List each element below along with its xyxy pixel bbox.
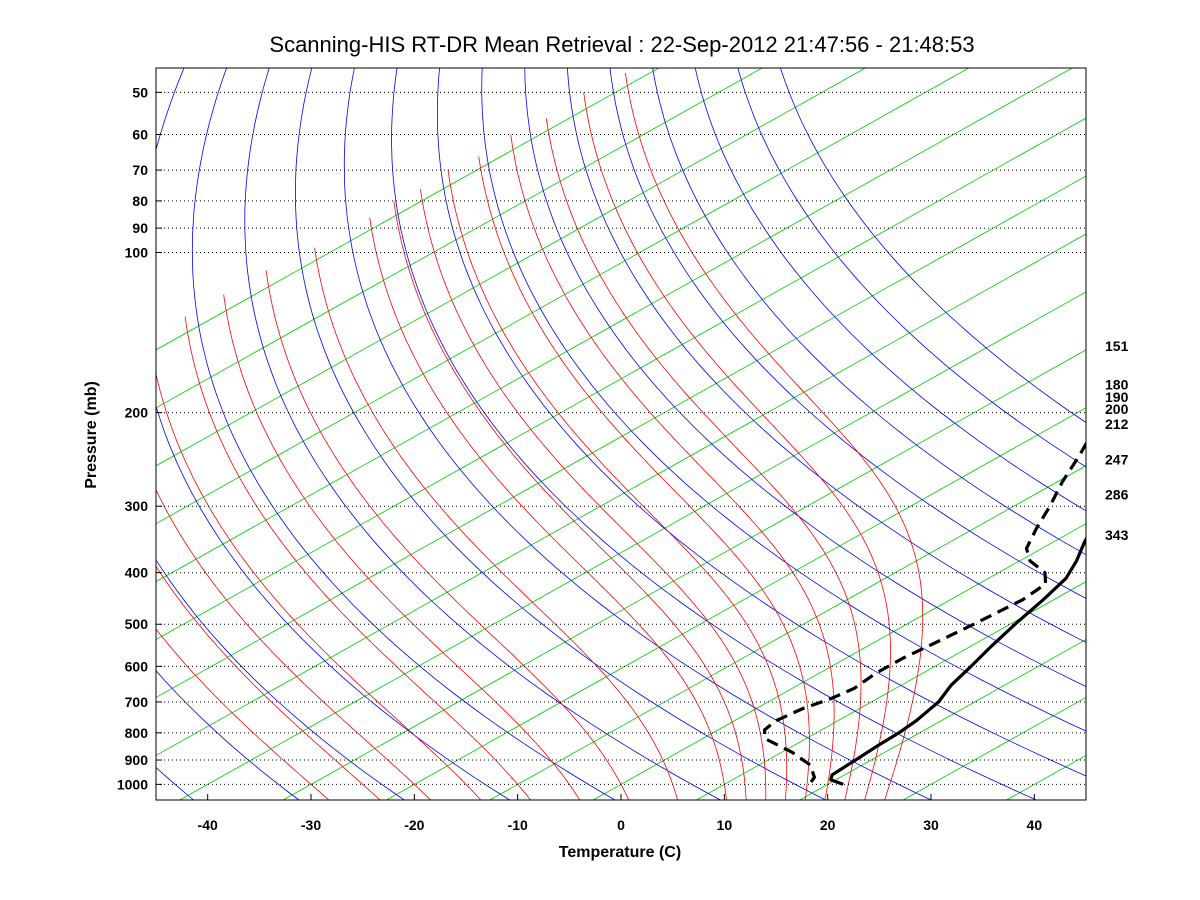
dry-adiabat-line: [694, 68, 1086, 512]
right-annotation-label: 200: [1105, 401, 1129, 417]
x-tick-label: -20: [404, 817, 424, 833]
dry-adiabat-line: [609, 68, 1086, 599]
y-tick-label: 1000: [117, 776, 148, 792]
x-tick-label: -40: [198, 817, 218, 833]
dry-adiabat-line: [156, 670, 300, 800]
x-tick-label: 30: [923, 817, 939, 833]
x-axis-label: Temperature (C): [559, 844, 681, 861]
dry-adiabat-line: [652, 68, 1086, 556]
isotherm-line: [156, 175, 1086, 698]
isotherm-line: [799, 639, 1086, 800]
isotherm-line: [156, 68, 969, 525]
right-annotation-label: 212: [1105, 416, 1129, 432]
moist-adiabat-line: [156, 372, 482, 800]
x-tick-label: -30: [301, 817, 321, 833]
moist-adiabat-line: [478, 156, 810, 800]
dry-adiabat-line: [295, 68, 826, 800]
y-tick-label: 70: [132, 162, 148, 178]
isotherm-line: [156, 117, 1086, 640]
isotherm-line: [156, 68, 866, 467]
dry-adiabat-line: [0, 68, 88, 800]
y-tick-label: 90: [132, 220, 148, 236]
dry-adiabat-line: [780, 68, 1086, 424]
right-annotation-label: 151: [1105, 338, 1129, 354]
x-tick-label: -10: [508, 817, 528, 833]
x-tick-label: 40: [1027, 817, 1043, 833]
dry-adiabat-line: [191, 68, 616, 800]
y-tick-label: 500: [125, 616, 149, 632]
moist-adiabat-line: [420, 189, 767, 800]
dry-adiabat-line: [391, 68, 1037, 800]
profiles: [763, 440, 1086, 786]
isotherm-line: [386, 407, 1086, 800]
moist-adiabat-line: [223, 294, 581, 800]
moist-adiabat-line: [393, 200, 747, 800]
dry-adiabat-line: [481, 68, 1086, 732]
isotherm-line: [156, 68, 763, 409]
y-tick-label: 100: [125, 244, 149, 260]
moist-adiabat-line: [156, 628, 330, 800]
y-tick-label: 50: [132, 84, 148, 100]
isotherm-line: [156, 68, 659, 351]
y-axis-label: Pressure (mb): [83, 381, 100, 489]
temperature-profile-line: [829, 535, 1086, 786]
y-tick-label: 300: [125, 498, 149, 514]
dry-adiabat-line: [156, 68, 510, 800]
moist-adiabat-line: [314, 247, 678, 800]
isotherm-line: [156, 68, 1073, 583]
x-tick-label: 0: [617, 817, 625, 833]
dry-adiabat-line: [524, 68, 1086, 688]
isotherm-line: [282, 349, 1086, 800]
y-tick-label: 200: [125, 405, 149, 421]
moist-adiabat-line: [156, 489, 431, 800]
y-tick-label: 60: [132, 126, 148, 142]
moist-adiabat-line: [583, 92, 891, 800]
moist-adiabat-line: [369, 217, 727, 800]
dry-adiabat-line: [567, 68, 1086, 643]
moist-adiabat-line: [510, 134, 835, 800]
right-annotation-label: 190: [1105, 389, 1129, 405]
chart-title: Scanning-HIS RT-DR Mean Retrieval : 22-S…: [269, 32, 974, 57]
y-tick-label: 600: [125, 658, 149, 674]
right-annotation-label: 247: [1105, 451, 1129, 467]
x-tick-label: 10: [717, 817, 733, 833]
dry-adiabat-line: [343, 68, 932, 800]
y-tick-label: 900: [125, 752, 149, 768]
pressure-gridlines: [156, 91, 1086, 785]
x-axis-ticks: -40 -30 -20 -10 0 10 20 30 40: [198, 794, 1043, 833]
right-annotation-label: 286: [1105, 486, 1129, 502]
y-tick-label: 400: [125, 565, 149, 581]
dewpoint-profile-line: [763, 440, 1086, 783]
isotherm-line: [179, 291, 1086, 800]
moist-adiabat-line: [156, 565, 381, 800]
y-axis-ticks: 50 60 70 80 90 100 200 300 400 500 600 700 800 900 100…: [117, 84, 162, 792]
dry-adiabat-line: [437, 68, 1086, 777]
moist-adiabat-line: [265, 270, 630, 800]
right-annotation-label: 343: [1105, 527, 1129, 543]
moist-adiabat-line: [447, 170, 788, 800]
y-tick-label: 700: [125, 694, 149, 710]
dry-adiabat-line: [737, 68, 1086, 468]
isotherm-line: [156, 233, 1086, 756]
y-tick-label: 80: [132, 193, 148, 209]
isotherm-line: [489, 465, 1086, 800]
y-tick-label: 800: [125, 725, 149, 741]
isotherm-line: [592, 523, 1086, 800]
isotherm-line: [696, 581, 1086, 800]
right-annotation-label: 180: [1105, 376, 1129, 392]
x-tick-label: 20: [820, 817, 836, 833]
dry-adiabat-line: [244, 68, 721, 800]
dry-adiabat-line: [156, 559, 405, 800]
